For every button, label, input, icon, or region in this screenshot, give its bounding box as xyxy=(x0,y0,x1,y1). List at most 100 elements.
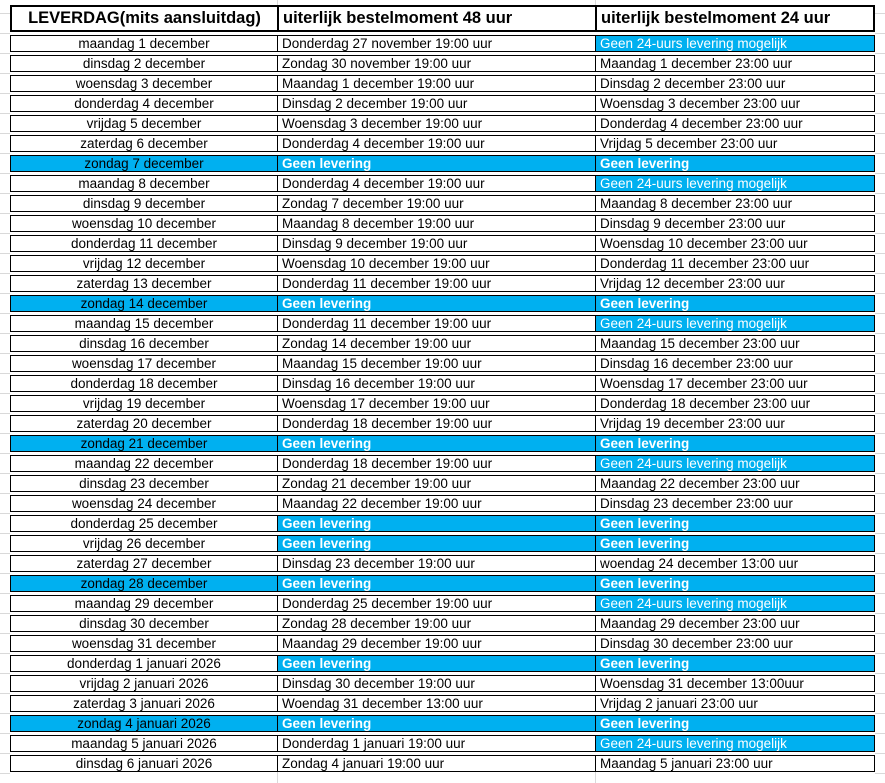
bestelmoment-24-cell: Dinsdag 23 december 23:00 uur xyxy=(600,496,793,511)
leverdag-cell: maandag 29 december xyxy=(11,596,278,611)
bestelmoment-24-cell: Geen levering xyxy=(596,716,874,731)
table-row: zaterdag 3 januari 2026 Woendag 31 decemb… xyxy=(10,695,875,712)
delivery-table: LEVERDAG(mits aansluitdag) uiterlijk bes… xyxy=(10,5,875,775)
bestelmoment-48-cell: Woensdag 10 december 19:00 uur xyxy=(278,256,596,271)
bestelmoment-48-cell: Zondag 4 januari 19:00 uur xyxy=(278,756,596,771)
header-bestelmoment-24: uiterlijk bestelmoment 24 uur xyxy=(601,9,831,28)
leverdag-cell: zondag 28 december xyxy=(11,576,278,591)
bestelmoment-24-cell: Maandag 5 januari 23:00 uur xyxy=(600,756,773,771)
bestelmoment-48-cell: Donderdag 1 januari 19:00 uur xyxy=(278,736,596,751)
bestelmoment-48-cell: Woendag 31 december 13:00 uur xyxy=(278,696,596,711)
table-row: zaterdag 6 december Donderdag 4 december … xyxy=(10,135,875,152)
bestelmoment-48-cell: Dinsdag 16 december 19:00 uur xyxy=(278,376,596,391)
table-row: donderdag 4 december Dinsdag 2 december 1… xyxy=(10,95,875,112)
bestelmoment-48-cell: Zondag 21 december 19:00 uur xyxy=(278,476,596,491)
bestelmoment-48-cell: Geen levering xyxy=(278,436,596,451)
bestelmoment-24-cell: Vrijdag 2 januari 23:00 uur xyxy=(600,696,758,711)
leverdag-cell: maandag 8 december xyxy=(11,176,278,191)
sheet-gridline xyxy=(277,772,278,783)
bestelmoment-24-cell: Geen levering xyxy=(596,436,874,451)
bestelmoment-24-cell: Geen levering xyxy=(596,656,874,671)
header-leverdag: LEVERDAG(mits aansluitdag) xyxy=(12,7,279,30)
bestelmoment-48-cell: Dinsdag 2 december 19:00 uur xyxy=(278,96,596,111)
sheet-gridline-margin-left xyxy=(0,0,10,783)
leverdag-cell: maandag 5 januari 2026 xyxy=(11,736,278,751)
bestelmoment-24-cell: woendag 24 december 13:00 uur xyxy=(600,556,799,571)
table-row: vrijdag 2 januari 2026 Dinsdag 30 decembe… xyxy=(10,675,875,692)
bestelmoment-48-cell: Geen levering xyxy=(278,716,596,731)
leverdag-cell: dinsdag 9 december xyxy=(11,196,278,211)
bestelmoment-24-cell: Geen levering xyxy=(596,156,874,171)
leverdag-cell: zondag 21 december xyxy=(11,436,278,451)
table-row: dinsdag 16 december Zondag 14 december 19… xyxy=(10,335,875,352)
leverdag-cell: zondag 4 januari 2026 xyxy=(11,716,278,731)
table-row: donderdag 18 december Dinsdag 16 december… xyxy=(10,375,875,392)
table-row: maandag 8 december Donderdag 4 december 1… xyxy=(10,175,875,192)
bestelmoment-48-cell: Donderdag 11 december 19:00 uur xyxy=(278,316,596,331)
table-body: maandag 1 december Donderdag 27 november … xyxy=(10,35,875,772)
leverdag-cell: zondag 14 december xyxy=(11,296,278,311)
bestelmoment-48-cell: Geen levering xyxy=(278,536,596,551)
bestelmoment-48-cell: Maandag 22 december 19:00 uur xyxy=(278,496,596,511)
leverdag-cell: zondag 7 december xyxy=(11,156,278,171)
bestelmoment-48-cell: Donderdag 4 december 19:00 uur xyxy=(278,136,596,151)
leverdag-cell: donderdag 4 december xyxy=(11,96,278,111)
table-row: maandag 15 december Donderdag 11 december… xyxy=(10,315,875,332)
leverdag-cell: woensdag 10 december xyxy=(11,216,278,231)
bestelmoment-48-cell: Donderdag 27 november 19:00 uur xyxy=(278,36,596,51)
table-row: dinsdag 23 december Zondag 21 december 19… xyxy=(10,475,875,492)
leverdag-cell: dinsdag 16 december xyxy=(11,336,278,351)
leverdag-cell: zaterdag 13 december xyxy=(11,276,278,291)
bestelmoment-24-cell: Vrijdag 19 december 23:00 uur xyxy=(600,416,785,431)
table-row: zondag 21 december Geen levering Geen leve… xyxy=(10,435,875,452)
bestelmoment-48-cell: Zondag 28 december 19:00 uur xyxy=(278,616,596,631)
sheet-gridline xyxy=(277,0,278,5)
leverdag-cell: donderdag 18 december xyxy=(11,376,278,391)
leverdag-cell: vrijdag 2 januari 2026 xyxy=(11,676,278,691)
bestelmoment-48-cell: Maandag 8 december 19:00 uur xyxy=(278,216,596,231)
table-row: donderdag 25 december Geen levering Geen l… xyxy=(10,515,875,532)
bestelmoment-48-cell: Geen levering xyxy=(278,156,596,171)
bestelmoment-24-cell: Woensdag 3 december 23:00 uur xyxy=(600,96,801,111)
bestelmoment-24-cell: Donderdag 4 december 23:00 uur xyxy=(600,116,803,131)
bestelmoment-24-cell: Geen levering xyxy=(596,296,874,311)
bestelmoment-24-cell: Maandag 15 december 23:00 uur xyxy=(600,336,800,351)
leverdag-cell: maandag 15 december xyxy=(11,316,278,331)
leverdag-cell: zaterdag 6 december xyxy=(11,136,278,151)
leverdag-cell: maandag 22 december xyxy=(11,456,278,471)
leverdag-cell: zaterdag 27 december xyxy=(11,556,278,571)
bestelmoment-48-cell: Maandag 29 december 19:00 uur xyxy=(278,636,596,651)
bestelmoment-48-cell: Maandag 1 december 19:00 uur xyxy=(278,76,596,91)
leverdag-cell: woensdag 24 december xyxy=(11,496,278,511)
table-row: vrijdag 19 december Woensdag 17 december … xyxy=(10,395,875,412)
leverdag-cell: maandag 1 december xyxy=(11,36,278,51)
bestelmoment-48-cell: Geen levering xyxy=(278,576,596,591)
bestelmoment-24-cell: Woensdag 31 december 13:00uur xyxy=(600,676,804,691)
bestelmoment-24-cell: Donderdag 18 december 23:00 uur xyxy=(600,396,811,411)
bestelmoment-24-cell: Geen levering xyxy=(596,516,874,531)
leverdag-cell: dinsdag 30 december xyxy=(11,616,278,631)
bestelmoment-48-cell: Donderdag 18 december 19:00 uur xyxy=(278,416,596,431)
table-row: woensdag 31 december Maandag 29 december … xyxy=(10,635,875,652)
bestelmoment-48-cell: Dinsdag 9 december 19:00 uur xyxy=(278,236,596,251)
leverdag-cell: woensdag 31 december xyxy=(11,636,278,651)
leverdag-cell: woensdag 17 december xyxy=(11,356,278,371)
table-row: woensdag 10 december Maandag 8 december 1… xyxy=(10,215,875,232)
bestelmoment-24-cell: Maandag 22 december 23:00 uur xyxy=(600,476,800,491)
bestelmoment-24-cell: Geen 24-uurs levering mogelijk xyxy=(596,736,874,751)
bestelmoment-48-cell: Geen levering xyxy=(278,656,596,671)
table-row: woensdag 3 december Maandag 1 december 19… xyxy=(10,75,875,92)
table-row: maandag 22 december Donderdag 18 december… xyxy=(10,455,875,472)
bestelmoment-24-cell: Geen 24-uurs levering mogelijk xyxy=(596,456,874,471)
bestelmoment-48-cell: Donderdag 11 december 19:00 uur xyxy=(278,276,596,291)
leverdag-cell: vrijdag 5 december xyxy=(11,116,278,131)
bestelmoment-24-cell: Geen 24-uurs levering mogelijk xyxy=(596,316,874,331)
leverdag-cell: dinsdag 6 januari 2026 xyxy=(11,756,278,771)
table-row: maandag 1 december Donderdag 27 november … xyxy=(10,35,875,52)
bestelmoment-48-cell: Dinsdag 30 december 19:00 uur xyxy=(278,676,596,691)
table-row: maandag 5 januari 2026 Donderdag 1 januar… xyxy=(10,735,875,752)
bestelmoment-48-cell: Woensdag 17 december 19:00 uur xyxy=(278,396,596,411)
table-header-row: LEVERDAG(mits aansluitdag) uiterlijk bes… xyxy=(10,5,875,32)
table-row: zaterdag 27 december Dinsdag 23 december … xyxy=(10,555,875,572)
